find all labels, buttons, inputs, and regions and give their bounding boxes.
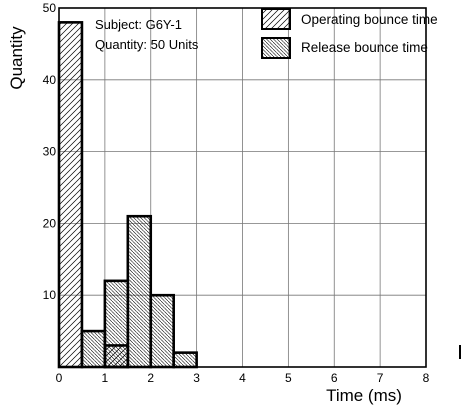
x-tick-label: 3 — [193, 371, 200, 385]
quantity-annotation: Quantity: 50 Units — [95, 37, 199, 52]
grid-lines — [59, 8, 426, 367]
release-bounce-bar — [149, 293, 175, 369]
release-bounce-bar — [80, 329, 107, 369]
x-tick-label: 5 — [285, 371, 292, 385]
y-tick-label: 20 — [43, 216, 57, 230]
legend-label-release: Release bounce time — [301, 40, 428, 55]
x-tick-label: 2 — [147, 371, 154, 385]
subject-annotation: Subject: G6Y-1 — [95, 17, 182, 32]
operating-bounce-bar — [103, 344, 130, 369]
y-tick-label: 30 — [43, 145, 57, 159]
edge-marker — [459, 345, 461, 359]
legend-swatch-operating — [261, 8, 291, 30]
x-axis-title: Time (ms) — [326, 386, 402, 405]
release-bounce-bar — [172, 351, 198, 369]
x-tick-label: 8 — [423, 371, 430, 385]
x-tick-label: 1 — [102, 371, 109, 385]
operating-bounce-bar — [57, 21, 84, 369]
x-tick-label: 4 — [239, 371, 246, 385]
y-tick-label: 10 — [43, 288, 57, 302]
y-tick-label: 40 — [43, 73, 57, 87]
legend-label-operating: Operating bounce time — [301, 12, 438, 27]
x-tick-label: 0 — [56, 371, 63, 385]
y-axis-title: Quantity — [7, 26, 26, 90]
histogram-bars — [57, 21, 198, 369]
plot-border — [58, 7, 427, 368]
plot-frame — [58, 7, 427, 368]
x-tick-label: 7 — [377, 371, 384, 385]
y-tick-label: 50 — [43, 1, 57, 15]
legend-swatch-release — [261, 37, 291, 59]
release-bounce-bar — [126, 214, 153, 369]
legend: Operating bounce time Release bounce tim… — [261, 8, 438, 59]
tick-labels: 0 1 2 3 4 5 6 7 8 10 20 30 40 50 — [43, 1, 430, 385]
x-tick-label: 6 — [331, 371, 338, 385]
